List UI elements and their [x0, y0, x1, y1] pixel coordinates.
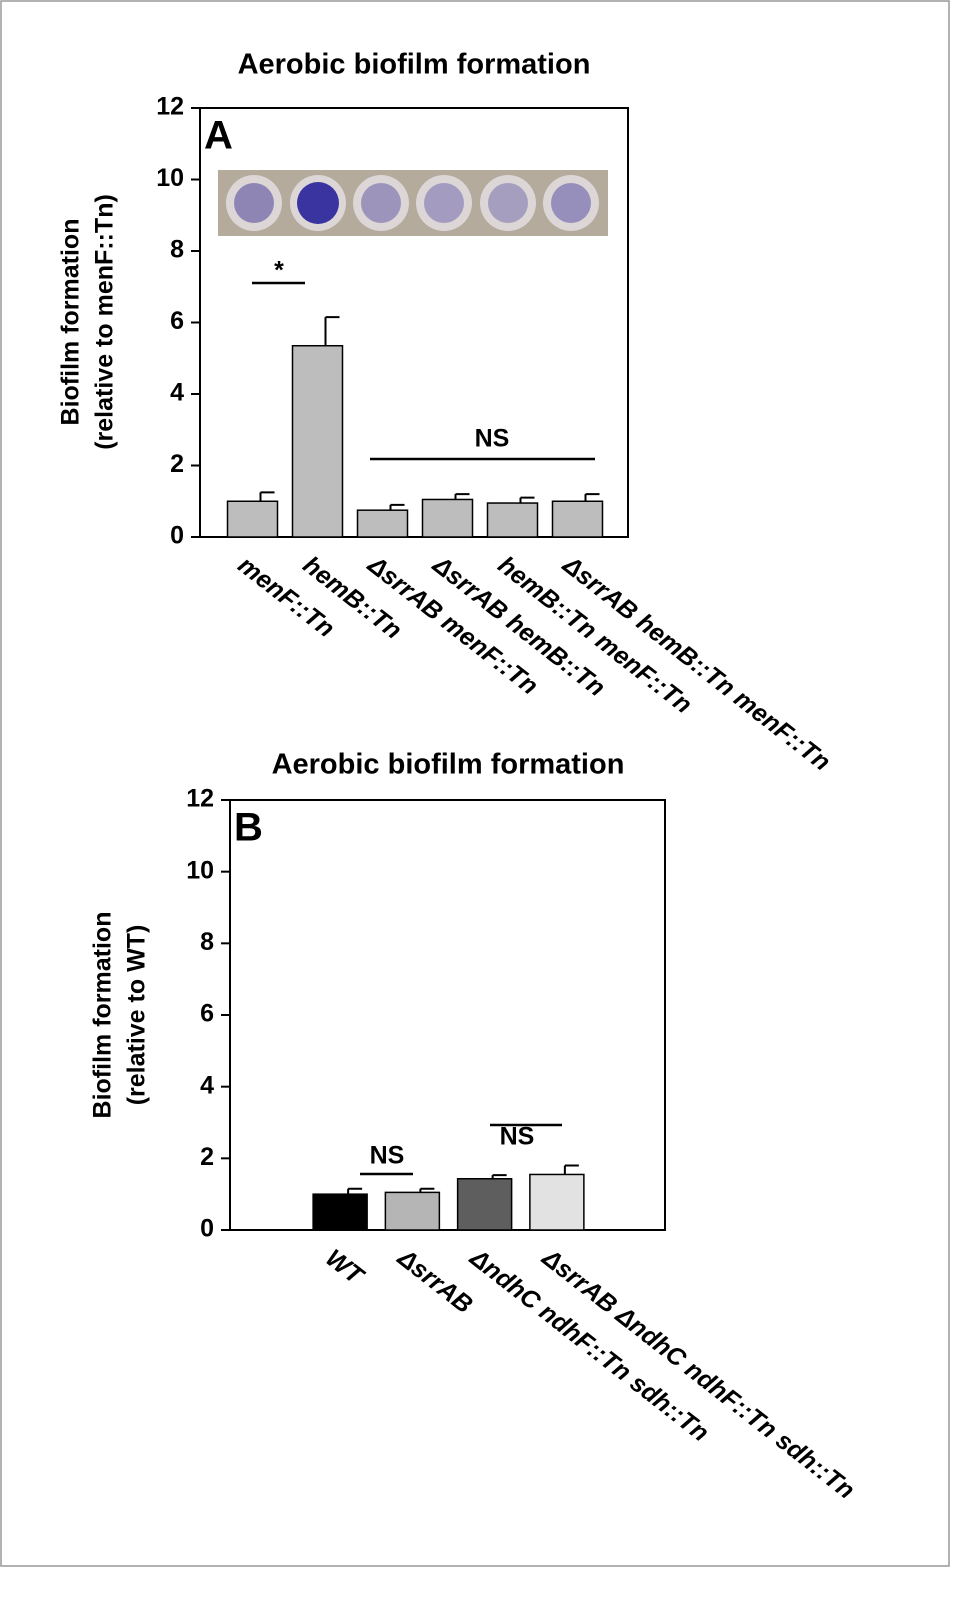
y-axis-label: (relative to WT): [123, 925, 151, 1106]
error-bar: [586, 494, 600, 501]
bar: [530, 1174, 584, 1230]
bar: [488, 503, 538, 537]
x-tick-label: ΔsrrAB: [392, 1243, 478, 1319]
bar: [458, 1179, 512, 1230]
bar: [358, 510, 408, 537]
bar: [313, 1194, 367, 1230]
y-tick-label: 12: [186, 785, 214, 813]
y-tick-label: 0: [170, 522, 184, 550]
y-axis-label: Biofilm formation: [89, 912, 117, 1119]
error-bar: [348, 1189, 362, 1194]
chart-title: Aerobic biofilm formation: [272, 749, 625, 781]
significance-label: NS: [475, 425, 510, 453]
error-bar: [391, 505, 405, 510]
y-tick-label: 4: [200, 1071, 214, 1099]
bar: [423, 499, 473, 537]
well-stain: [297, 182, 339, 224]
significance-label: *: [274, 257, 284, 285]
figure: Aerobic biofilm formation A Biofilm format…: [0, 0, 978, 1614]
y-tick-label: 0: [200, 1215, 214, 1243]
y-tick-label: 8: [170, 236, 184, 264]
error-bar: [326, 317, 340, 346]
well-stain: [488, 183, 528, 223]
y-axis-label: Biofilm formation: [57, 219, 85, 426]
plot-frame: [230, 800, 665, 1230]
y-tick-label: 10: [156, 164, 184, 192]
x-tick-label: ΔsrrAB hemB::Tn menF::Tn: [557, 550, 836, 776]
y-tick-label: 6: [170, 307, 184, 335]
y-tick-label: 6: [200, 1000, 214, 1028]
panel-label: B: [234, 806, 263, 850]
significance-label: NS: [370, 1142, 405, 1170]
y-axis-label: (relative to menF::Tn): [91, 194, 119, 450]
y-tick-label: 8: [200, 928, 214, 956]
y-tick-label: 2: [200, 1143, 214, 1171]
error-bar: [565, 1166, 579, 1175]
chart-title: Aerobic biofilm formation: [238, 49, 591, 81]
well-stain: [361, 183, 401, 223]
error-bar: [521, 498, 535, 503]
bar: [293, 346, 343, 537]
x-tick-label: ΔsrrAB ΔndhC ndhF::Tn sdh::Tn: [536, 1243, 860, 1504]
y-tick-label: 10: [186, 856, 214, 884]
significance-label: NS: [500, 1123, 535, 1151]
page: Aerobic biofilm formation A Biofilm format…: [0, 0, 978, 1614]
bar: [385, 1192, 439, 1230]
panel-label: A: [204, 114, 233, 158]
well-stain: [234, 183, 274, 223]
well-stain: [424, 183, 464, 223]
y-tick-label: 4: [170, 379, 184, 407]
y-tick-label: 2: [170, 450, 184, 478]
x-tick-label: WT: [320, 1244, 370, 1292]
y-tick-label: 12: [156, 93, 184, 121]
well-inset: [218, 170, 608, 236]
well-stain: [551, 183, 591, 223]
error-bar: [456, 494, 470, 499]
bar: [228, 501, 278, 537]
bar: [553, 501, 603, 537]
error-bar: [261, 492, 275, 501]
